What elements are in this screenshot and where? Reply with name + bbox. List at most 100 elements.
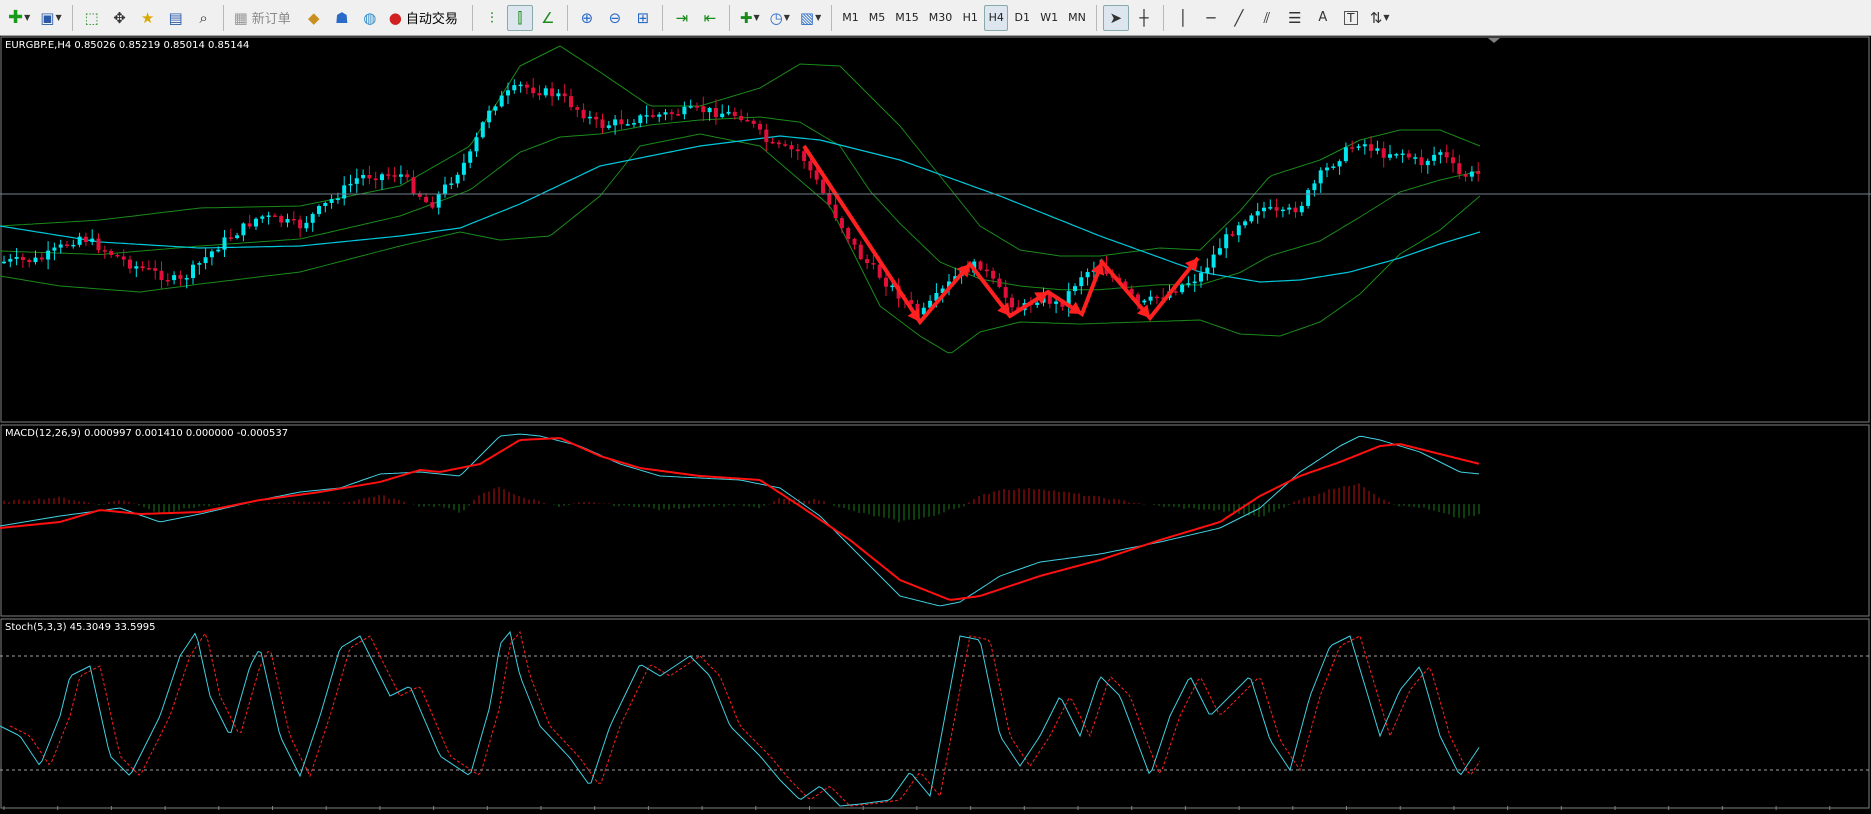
- auto-trading-icon: ●: [388, 8, 402, 27]
- bar-chart-button[interactable]: ⫶: [479, 5, 505, 31]
- templates-button[interactable]: ▧ ▼: [796, 5, 825, 31]
- zigzag-arrowhead: [1034, 292, 1048, 305]
- text-button[interactable]: A: [1310, 5, 1336, 31]
- candle-body: [392, 175, 397, 177]
- candle-body: [140, 266, 145, 269]
- auto-scroll-icon: ⇥: [675, 8, 689, 27]
- candle-body: [1142, 300, 1147, 303]
- crosshair-icon: ┼: [1139, 8, 1149, 27]
- candle-body: [1274, 207, 1279, 211]
- metaeditor-button[interactable]: ◆: [301, 5, 327, 31]
- candle-body: [146, 268, 151, 270]
- candle-body: [512, 85, 517, 91]
- main-price-pane: [0, 45, 1481, 354]
- candle-body: [310, 214, 315, 223]
- candle-body: [821, 179, 825, 194]
- candle-body: [947, 281, 951, 289]
- navigator-button[interactable]: ★: [135, 5, 161, 31]
- candle-body: [323, 202, 328, 206]
- fibonacci-button[interactable]: ☰: [1282, 5, 1308, 31]
- candle-body: [329, 199, 334, 203]
- star-icon: ★: [140, 8, 155, 27]
- candle-body: [386, 174, 391, 176]
- arrows-button[interactable]: ⇅ ▼: [1366, 5, 1394, 31]
- horizontal-line-icon: ─: [1206, 8, 1216, 27]
- profiles-button[interactable]: ▣ ▼: [36, 5, 65, 31]
- candle-body: [304, 222, 309, 229]
- text-label-button[interactable]: T: [1338, 5, 1364, 31]
- indicators-button[interactable]: ✚ ▼: [736, 5, 764, 31]
- candle-body: [247, 223, 252, 227]
- candle-body: [241, 223, 246, 236]
- candle-body: [1079, 277, 1084, 287]
- timeframe-m1[interactable]: M1: [842, 11, 859, 24]
- new-chart-button[interactable]: ✚ ▼: [4, 5, 34, 31]
- candlestick-button[interactable]: ⫿: [506, 4, 533, 31]
- timeframe-d1[interactable]: D1: [1014, 11, 1030, 24]
- equidistant-channel-button[interactable]: ⫽: [1254, 5, 1280, 31]
- chart-shift-marker[interactable]: [1488, 38, 1500, 43]
- candle-body: [373, 178, 378, 181]
- candle-body: [732, 111, 737, 116]
- candle-body: [1318, 170, 1323, 184]
- vertical-line-button[interactable]: │: [1170, 5, 1196, 31]
- market-button[interactable]: ◍: [357, 5, 383, 31]
- auto-trading-button[interactable]: ● 自动交易: [385, 5, 466, 31]
- candle-body: [1299, 205, 1304, 213]
- magnifier-doc-icon: ⌕: [199, 8, 208, 27]
- candle-body: [216, 249, 221, 252]
- toolbar-separator: [661, 4, 663, 31]
- chart-window[interactable]: EURGBP.E,H4 0.85026 0.85219 0.85014 0.85…: [0, 36, 1871, 810]
- candle-body: [8, 258, 13, 262]
- candle-body: [480, 122, 485, 138]
- timeframe-m15[interactable]: M15: [895, 11, 919, 24]
- candle-body: [461, 162, 466, 175]
- candle-body: [449, 183, 454, 185]
- candle-body: [317, 205, 321, 215]
- terminal-button[interactable]: ▤: [163, 5, 189, 31]
- zoom-out-button[interactable]: ⊖: [602, 5, 628, 31]
- candle-body: [1073, 286, 1077, 292]
- tile-windows-button[interactable]: ⊞: [630, 5, 656, 31]
- periods-button[interactable]: ◷ ▼: [766, 5, 794, 31]
- horizontal-line-button[interactable]: ─: [1198, 5, 1224, 31]
- users-icon: ☗: [335, 8, 349, 27]
- new-order-button[interactable]: ▦ 新订单: [230, 5, 299, 31]
- candle-body: [632, 123, 636, 125]
- crosshair-button[interactable]: ┼: [1131, 5, 1157, 31]
- auto-scroll-button[interactable]: ⇥: [669, 5, 695, 31]
- candle-body: [222, 237, 227, 250]
- candle-body: [14, 256, 19, 259]
- candle-body: [550, 88, 555, 97]
- timeframe-m5[interactable]: M5: [868, 11, 886, 24]
- timeframe-w1[interactable]: W1: [1040, 11, 1059, 24]
- tester-button[interactable]: ⌕: [191, 5, 217, 31]
- auto-trading-label: 自动交易: [405, 12, 458, 27]
- candle-body: [455, 174, 460, 184]
- candle-body: [852, 238, 857, 245]
- timeframe-mn[interactable]: MN: [1068, 11, 1086, 24]
- candle-body: [83, 236, 88, 243]
- candle-body: [209, 251, 214, 258]
- market-watch-button[interactable]: ⬚: [79, 5, 105, 31]
- data-window-button[interactable]: ✥: [107, 5, 133, 31]
- candle-body: [1154, 296, 1159, 299]
- candle-body: [52, 247, 57, 251]
- candle-body: [921, 307, 926, 315]
- candle-body: [417, 193, 422, 197]
- line-chart-button[interactable]: ∠: [535, 5, 561, 31]
- cursor-button[interactable]: ➤: [1102, 4, 1129, 31]
- bollinger-lower-line: [0, 133, 1481, 354]
- candle-body: [928, 300, 933, 308]
- timeframe-h4[interactable]: H4: [984, 4, 1009, 31]
- chart-canvas[interactable]: EURGBP.E,H4 0.85026 0.85219 0.85014 0.85…: [0, 36, 1871, 810]
- timeframe-m30[interactable]: M30: [928, 11, 953, 24]
- candle-body: [726, 111, 731, 114]
- trendline-button[interactable]: ╱: [1226, 5, 1252, 31]
- zoom-in-button[interactable]: ⊕: [574, 5, 600, 31]
- chart-shift-button[interactable]: ⇤: [697, 5, 723, 31]
- timeframe-h1[interactable]: H1: [962, 11, 978, 24]
- candle-body: [865, 259, 870, 264]
- candle-body: [102, 250, 107, 252]
- signals-button[interactable]: ☗: [329, 5, 355, 31]
